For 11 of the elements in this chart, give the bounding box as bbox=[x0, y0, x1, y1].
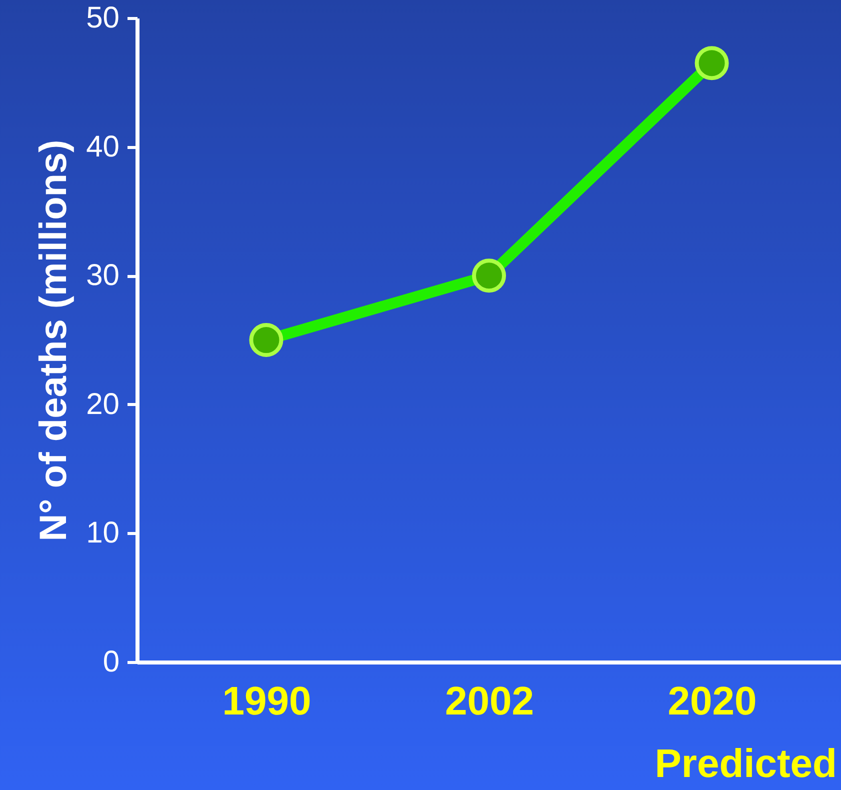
y-tick-label: 10 bbox=[86, 516, 120, 550]
y-tick-label: 40 bbox=[86, 130, 120, 164]
y-tick-label: 20 bbox=[86, 388, 120, 421]
y-tick-label: 0 bbox=[102, 646, 120, 678]
text: Predicted bbox=[654, 742, 837, 786]
y-tick-label: 30 bbox=[86, 259, 120, 292]
x-tick-label: 2020 bbox=[668, 680, 757, 724]
x-tick-label: 1990 bbox=[222, 680, 312, 724]
y-tick-label: 50 bbox=[86, 2, 120, 34]
y-axis-title: N° of deaths (millions) bbox=[33, 140, 76, 542]
x-tick-label: 2002 bbox=[445, 680, 534, 724]
